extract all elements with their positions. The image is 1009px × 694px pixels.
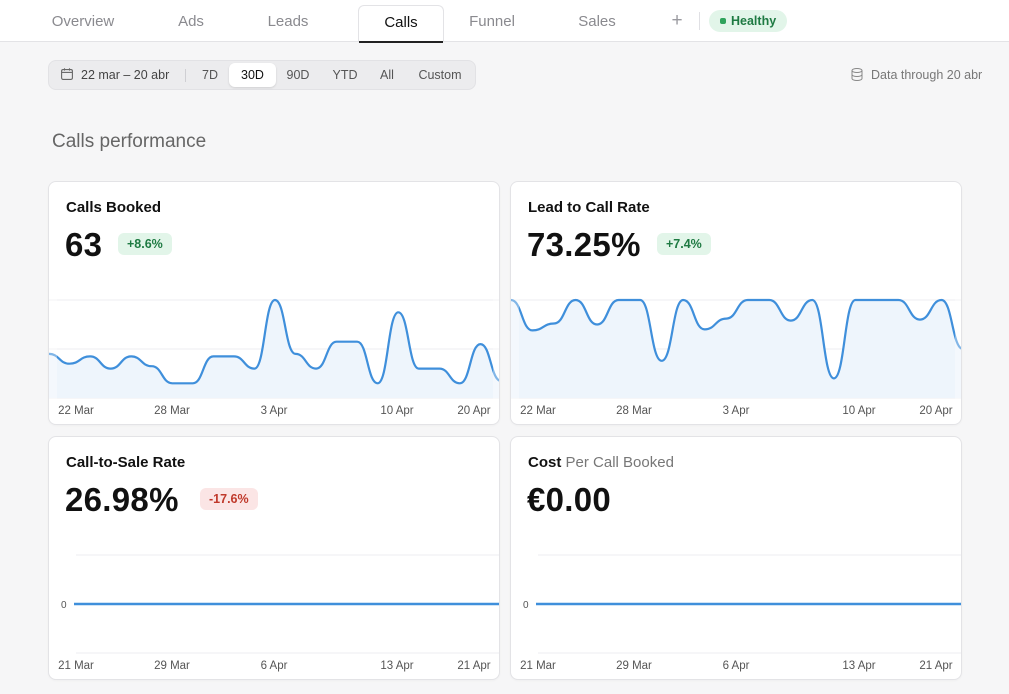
- x-tick-label: 20 Apr: [919, 405, 952, 417]
- range-30d-button[interactable]: 30D: [229, 63, 276, 87]
- tab-bar: Overview Ads Leads Calls Funnel Sales + …: [0, 0, 1009, 43]
- x-tick-label: 21 Mar: [58, 660, 94, 672]
- card-value: 73.25%: [527, 226, 641, 263]
- cost-per-call-chart: 0 21 Mar 29 Mar 6 Apr 13 Apr 21 Apr: [520, 554, 961, 672]
- x-tick-label: 28 Mar: [616, 405, 652, 417]
- metric-card-calls-booked: 22 Mar 28 Mar 3 Apr 10 Apr 20 Apr Calls Book…: [48, 181, 500, 425]
- x-tick-label: 29 Mar: [154, 660, 190, 672]
- change-badge: -17.6%: [200, 488, 258, 510]
- date-range-label: 22 mar – 20 abr: [81, 68, 170, 82]
- card-title: Cost Per Call Booked: [528, 454, 674, 471]
- x-tick-label: 6 Apr: [723, 660, 750, 672]
- data-freshness: Data through 20 abr: [851, 66, 982, 84]
- tab-overview[interactable]: Overview: [44, 0, 122, 42]
- metric-card-call-to-sale-rate: 0 21 Mar 29 Mar 6 Apr 13 Apr 21 Apr Call-to-S…: [48, 436, 500, 680]
- call-to-sale-rate-chart: 0 21 Mar 29 Mar 6 Apr 13 Apr 21 Apr: [58, 554, 499, 672]
- data-through-label: Data through 20 abr: [871, 68, 983, 82]
- date-filter-bar: 22 mar – 20 abr 7D 30D 90D YTD All Custo…: [48, 60, 476, 90]
- calls-booked-chart: 22 Mar 28 Mar 3 Apr 10 Apr 20 Apr: [49, 182, 499, 424]
- x-tick-label: 21 Apr: [919, 660, 952, 672]
- metric-card-cost-per-call: 0 21 Mar 29 Mar 6 Apr 13 Apr 21 Apr Cost Per …: [510, 436, 962, 680]
- series-line: [49, 298, 499, 385]
- series-area: [49, 300, 499, 398]
- status-dot-icon: [720, 18, 726, 24]
- tab-ads[interactable]: Ads: [168, 0, 214, 42]
- range-all-button[interactable]: All: [380, 68, 394, 82]
- x-tick-label: 3 Apr: [261, 405, 288, 417]
- tab-sales[interactable]: Sales: [570, 0, 624, 42]
- status-badge: Healthy: [709, 10, 788, 32]
- filter-divider: [185, 69, 186, 82]
- line-fade-left: [511, 182, 519, 424]
- tab-funnel[interactable]: Funnel: [462, 0, 522, 42]
- tab-label: Funnel: [469, 13, 515, 30]
- x-tick-label: 22 Mar: [520, 405, 556, 417]
- lead-to-call-rate-chart: 22 Mar 28 Mar 3 Apr 10 Apr 20 Apr: [511, 182, 961, 424]
- card-value: €0.00: [527, 481, 612, 518]
- series-area: [511, 300, 961, 398]
- card-title-text: Lead to Call Rate: [528, 199, 650, 216]
- x-tick-label: 3 Apr: [723, 405, 750, 417]
- y-tick-label: 0: [523, 600, 529, 611]
- range-custom-button[interactable]: Custom: [418, 68, 462, 82]
- x-tick-label: 21 Apr: [457, 660, 490, 672]
- x-tick-label: 21 Mar: [520, 660, 556, 672]
- tab-label: Calls: [384, 14, 418, 31]
- x-tick-label: 6 Apr: [261, 660, 288, 672]
- change-badge: +8.6%: [118, 233, 172, 255]
- tab-label: Leads: [267, 13, 309, 30]
- range-ytd-button[interactable]: YTD: [332, 68, 358, 82]
- card-title: Calls Booked: [66, 199, 161, 216]
- card-title-text: Calls Booked: [66, 199, 162, 216]
- card-title-text: Call-to-Sale Rate: [66, 454, 186, 471]
- x-tick-label: 29 Mar: [616, 660, 652, 672]
- range-7d-button[interactable]: 7D: [202, 68, 218, 82]
- card-value: 63: [65, 226, 103, 263]
- add-tab-icon[interactable]: +: [671, 10, 683, 31]
- card-value: 26.98%: [65, 481, 179, 518]
- card-title: Lead to Call Rate: [528, 199, 650, 216]
- status-badge-label: Healthy: [731, 14, 777, 28]
- y-tick-label: 0: [61, 600, 67, 611]
- date-range-picker[interactable]: 22 mar – 20 abr: [61, 61, 169, 89]
- tab-label: Overview: [51, 13, 115, 30]
- card-title-text: Cost: [528, 454, 562, 471]
- x-tick-label: 28 Mar: [154, 405, 190, 417]
- line-fade-right: [955, 182, 961, 424]
- tab-leads[interactable]: Leads: [260, 0, 316, 42]
- metric-card-lead-to-call-rate: 22 Mar 28 Mar 3 Apr 10 Apr 20 Apr Lead to Ca…: [510, 181, 962, 425]
- tab-label: Ads: [178, 13, 204, 30]
- series-line: [511, 298, 961, 380]
- line-fade-right: [493, 182, 499, 424]
- card-title-sub: Per Call Booked: [565, 454, 674, 471]
- x-tick-label: 13 Apr: [380, 660, 413, 672]
- x-tick-label: 10 Apr: [842, 405, 875, 417]
- section-title: Calls performance: [52, 131, 207, 152]
- x-tick-label: 22 Mar: [58, 405, 94, 417]
- tab-divider: [699, 12, 700, 30]
- x-tick-label: 20 Apr: [457, 405, 490, 417]
- tab-calls[interactable]: Calls: [358, 5, 444, 43]
- card-title: Call-to-Sale Rate: [66, 454, 185, 471]
- calendar-icon: [61, 68, 73, 80]
- database-icon: [851, 68, 863, 81]
- change-badge: +7.4%: [657, 233, 711, 255]
- line-fade-left: [49, 182, 57, 424]
- range-90d-button[interactable]: 90D: [286, 68, 310, 82]
- x-tick-label: 13 Apr: [842, 660, 875, 672]
- tab-label: Sales: [578, 13, 616, 30]
- x-tick-label: 10 Apr: [380, 405, 413, 417]
